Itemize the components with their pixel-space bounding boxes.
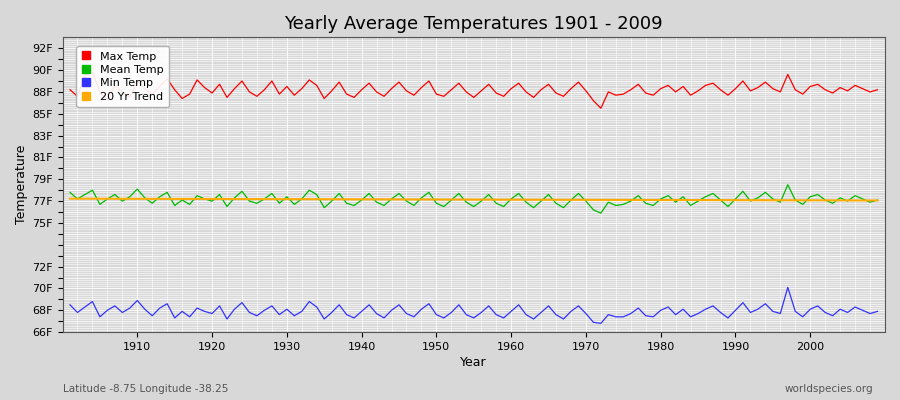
Max Temp bbox=[296, 86, 307, 91]
Min Temp bbox=[603, 312, 614, 317]
Line: Max Temp: Max Temp bbox=[70, 72, 878, 108]
Max Temp bbox=[596, 106, 607, 111]
Mean Temp bbox=[124, 194, 135, 199]
Mean Temp bbox=[65, 190, 76, 195]
Max Temp bbox=[610, 93, 621, 98]
Y-axis label: Temperature: Temperature bbox=[15, 145, 28, 224]
Max Temp bbox=[341, 92, 352, 96]
Mean Temp bbox=[289, 202, 300, 207]
Max Temp bbox=[872, 87, 883, 92]
Max Temp bbox=[513, 81, 524, 86]
Min Temp bbox=[506, 309, 517, 314]
Line: Min Temp: Min Temp bbox=[70, 287, 878, 323]
Max Temp bbox=[132, 79, 143, 84]
Max Temp bbox=[506, 86, 517, 91]
Min Temp bbox=[596, 321, 607, 326]
X-axis label: Year: Year bbox=[461, 356, 487, 369]
Min Temp bbox=[872, 309, 883, 314]
Mean Temp bbox=[596, 211, 607, 216]
20 Yr Trend bbox=[872, 198, 883, 203]
Min Temp bbox=[334, 302, 345, 307]
Mean Temp bbox=[499, 204, 509, 209]
Mean Temp bbox=[334, 191, 345, 196]
Line: 20 Yr Trend: 20 Yr Trend bbox=[70, 199, 878, 200]
Min Temp bbox=[65, 302, 76, 307]
Min Temp bbox=[499, 316, 509, 320]
Mean Temp bbox=[782, 182, 793, 187]
Legend: Max Temp, Mean Temp, Min Temp, 20 Yr Trend: Max Temp, Mean Temp, Min Temp, 20 Yr Tre… bbox=[76, 46, 169, 107]
Text: Latitude -8.75 Longitude -38.25: Latitude -8.75 Longitude -38.25 bbox=[63, 384, 229, 394]
Max Temp bbox=[65, 87, 76, 92]
20 Yr Trend bbox=[506, 197, 517, 202]
20 Yr Trend bbox=[124, 196, 135, 201]
Mean Temp bbox=[603, 200, 614, 204]
Min Temp bbox=[124, 306, 135, 310]
20 Yr Trend bbox=[499, 197, 509, 202]
Line: Mean Temp: Mean Temp bbox=[70, 185, 878, 213]
20 Yr Trend bbox=[289, 197, 300, 202]
Text: worldspecies.org: worldspecies.org bbox=[785, 384, 873, 394]
Title: Yearly Average Temperatures 1901 - 2009: Yearly Average Temperatures 1901 - 2009 bbox=[284, 15, 663, 33]
20 Yr Trend bbox=[65, 196, 76, 201]
Min Temp bbox=[782, 285, 793, 290]
20 Yr Trend bbox=[596, 198, 607, 202]
Mean Temp bbox=[872, 198, 883, 202]
Max Temp bbox=[87, 70, 98, 75]
20 Yr Trend bbox=[334, 197, 345, 202]
Min Temp bbox=[289, 313, 300, 318]
Mean Temp bbox=[506, 196, 517, 201]
